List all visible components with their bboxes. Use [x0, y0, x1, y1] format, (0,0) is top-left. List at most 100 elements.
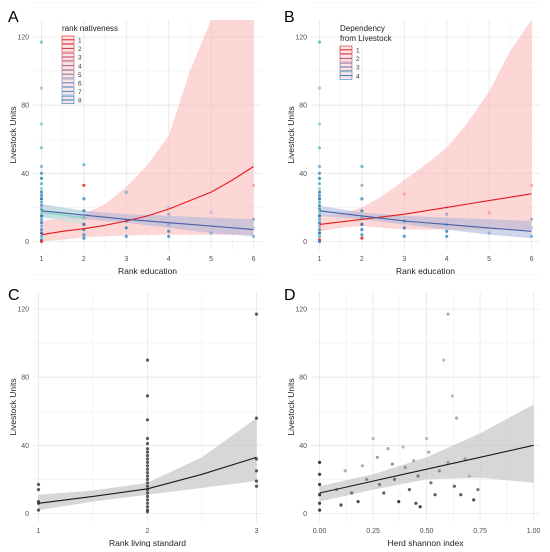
data-point [39, 171, 44, 175]
data-point [317, 204, 322, 208]
legend-label: 8 [78, 98, 82, 105]
data-point [318, 472, 322, 476]
data-point [145, 450, 150, 454]
fit-lines [319, 193, 532, 232]
data-point [425, 436, 429, 441]
y-axis-label: Livestock Units [286, 106, 296, 163]
data-point [397, 500, 401, 504]
data-point [145, 447, 150, 451]
data-point [145, 481, 150, 485]
legend-label: 5 [78, 72, 82, 79]
data-point [317, 176, 322, 180]
data-point [39, 190, 44, 194]
data-point [467, 474, 471, 478]
y-axis-label: Livestock Units [8, 378, 18, 435]
data-point [39, 122, 44, 126]
data-point [360, 228, 364, 232]
data-point [317, 190, 322, 194]
data-point [402, 234, 406, 238]
data-point [386, 447, 390, 451]
data-point [401, 445, 405, 449]
data-point [318, 508, 322, 512]
data-point [39, 224, 44, 228]
data-point [487, 231, 491, 235]
data-point [82, 236, 86, 240]
data-point [145, 498, 150, 502]
data-point [145, 464, 150, 468]
data-point [36, 488, 41, 492]
data-point [360, 236, 364, 240]
data-point [360, 233, 364, 237]
x-tick-label: 3 [255, 528, 259, 535]
data-point [402, 226, 406, 230]
fit-lines [319, 444, 534, 494]
fit-line [319, 210, 532, 232]
data-point [339, 503, 343, 507]
legend-label: 6 [78, 81, 82, 88]
data-points [39, 40, 256, 244]
legend-label: 4 [78, 63, 82, 70]
panel-d: 0.00 0.25 0.50 0.75 1.00 0 40 80 120 Herd shannon… [284, 274, 540, 548]
legend-title: Dependency [340, 24, 385, 33]
legend-label: 2 [78, 46, 82, 53]
data-point [317, 193, 322, 198]
panel-label: A [8, 9, 19, 26]
confidence-ribbon [41, 204, 254, 237]
tick-labels: 1 2 3 0 40 80 120 [17, 307, 258, 535]
data-point [360, 183, 364, 187]
data-points [318, 312, 480, 512]
data-point [317, 200, 322, 204]
data-point [454, 416, 459, 420]
data-point [145, 442, 150, 446]
data-point [529, 234, 534, 238]
data-point [360, 209, 364, 213]
data-point [39, 205, 44, 209]
data-point [39, 219, 44, 223]
data-point [251, 226, 256, 230]
data-point [463, 457, 467, 461]
data-point [427, 450, 431, 454]
y-tick-label: 40 [21, 171, 29, 178]
data-point [476, 488, 480, 492]
data-point [392, 477, 397, 481]
data-point [82, 222, 86, 226]
data-point [39, 164, 44, 169]
data-point [254, 457, 259, 461]
data-point [39, 231, 44, 235]
y-tick-label: 120 [17, 35, 29, 42]
data-point [433, 493, 437, 497]
data-point [442, 358, 446, 362]
data-point [414, 501, 418, 505]
data-point [254, 484, 259, 488]
data-point [412, 459, 416, 463]
legend-label: 4 [356, 73, 360, 80]
data-point [360, 464, 364, 468]
data-point [450, 394, 454, 398]
data-point [360, 216, 364, 220]
data-point [82, 233, 86, 237]
data-point [365, 477, 369, 481]
data-point [317, 210, 322, 215]
data-point [377, 482, 382, 487]
fit-lines [38, 456, 257, 504]
x-tick-label: 1 [36, 528, 40, 535]
y-axis-label: Livestock Units [286, 378, 296, 435]
x-tick-label: 3 [402, 256, 406, 263]
data-point [360, 164, 364, 169]
data-point [371, 436, 375, 441]
data-point [167, 222, 171, 226]
data-point [459, 493, 463, 497]
data-point [36, 508, 41, 512]
data-point [254, 416, 259, 420]
data-point [145, 394, 150, 398]
data-point [317, 182, 322, 186]
x-tick-label: 0.50 [420, 528, 434, 535]
data-point [446, 460, 450, 464]
data-point [317, 207, 322, 211]
legend-title: from Livestock [340, 34, 393, 43]
data-point [360, 222, 364, 226]
confidence-ribbon [319, 404, 534, 502]
data-point [39, 86, 44, 90]
